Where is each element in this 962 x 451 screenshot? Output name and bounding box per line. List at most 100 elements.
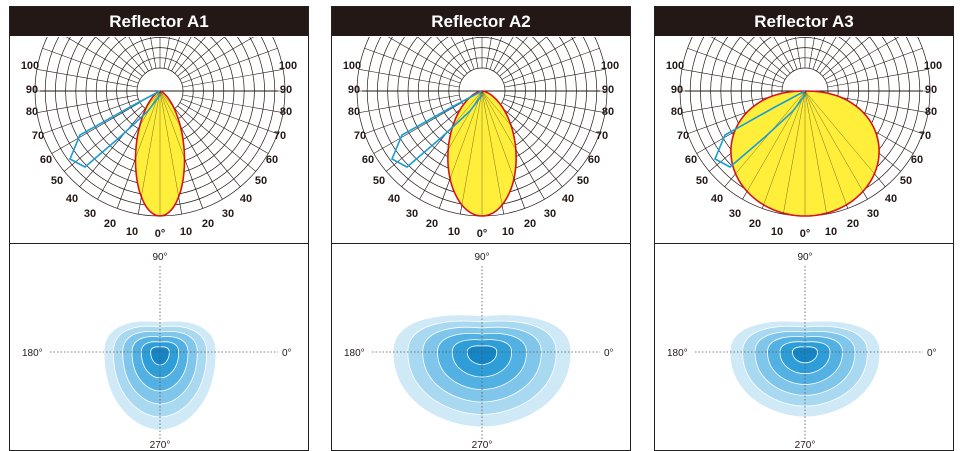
polar-spoke-overlay (159, 90, 241, 187)
polar-label-right: 100 (279, 60, 297, 72)
polar-spoke (387, 37, 463, 80)
luminance-curve (713, 90, 806, 168)
polar-spoke-overlay (481, 90, 504, 215)
polar-spoke (503, 47, 600, 84)
polar-diagram: 1009080706050403020101009080706050403020… (655, 36, 953, 243)
polar-grid (34, 37, 286, 217)
polar-label-left: 100 (21, 60, 39, 72)
polar-label-right: 30 (867, 208, 879, 220)
polar-spoke (501, 102, 591, 154)
isolux-label-right: 0° (927, 348, 937, 359)
polar-spoke-overlay (481, 90, 545, 200)
polar-label-zero: 0° (477, 228, 488, 240)
polar-spoke (827, 68, 929, 88)
polar-spoke-overlay (804, 90, 868, 200)
polar-label-left: 20 (104, 218, 116, 230)
polar-label-right: 10 (502, 226, 514, 238)
isolux-label-left: 180° (667, 348, 688, 359)
polar-label-right: 90 (280, 84, 292, 96)
polar-label-left: 40 (388, 193, 400, 205)
polar-spoke (417, 37, 465, 77)
polar-label-left: 20 (749, 218, 761, 230)
polar-diagram: 1009080706050403020101009080706050403020… (10, 36, 308, 243)
polar-label-right: 90 (602, 84, 614, 96)
polar-label-right: 50 (577, 175, 589, 187)
polar-spoke (182, 94, 284, 114)
polar-label-left: 70 (354, 130, 366, 142)
polar-label-left: 30 (729, 208, 741, 220)
polar-spoke (171, 37, 192, 72)
polar-spoke (36, 68, 138, 88)
panel-divider (10, 243, 308, 244)
panel-title: Reflector A1 (10, 7, 308, 36)
polar-label-left: 100 (666, 60, 684, 72)
polar-label-right: 70 (596, 130, 608, 142)
polar-label-right: 80 (280, 106, 292, 118)
polar-spoke (795, 37, 802, 69)
polar-spoke (95, 37, 143, 77)
polar-spoke (42, 98, 139, 135)
polar-label-right: 60 (266, 154, 278, 166)
isolux-label-bottom: 270° (150, 440, 171, 451)
polar-label-left: 40 (711, 193, 723, 205)
polar-spoke-overlay (804, 90, 827, 215)
polar-spoke (114, 37, 146, 74)
polar-spoke (167, 37, 180, 70)
polar-spoke (364, 47, 461, 84)
polar-spoke (358, 68, 460, 88)
polar-label-zero: 0° (155, 228, 166, 240)
polar-label-left: 30 (406, 208, 418, 220)
isolux-diagram: 90° 270° 180° 0° (22, 252, 292, 451)
polar-spoke-overlay (79, 90, 161, 187)
isolux-label-top: 90° (797, 252, 812, 263)
polar-label-left: 70 (32, 130, 44, 142)
isolux-label-right: 0° (282, 348, 292, 359)
polar-label-left: 50 (696, 175, 708, 187)
polar-label-left: 80 (348, 106, 360, 118)
polar-spoke (822, 37, 870, 77)
polar-spoke (503, 98, 600, 135)
polar-label-left: 100 (343, 60, 361, 72)
polar-spoke (386, 105, 465, 172)
polar-spoke (177, 105, 256, 172)
polar-spoke-overlay (159, 90, 203, 209)
isolux-label-top: 90° (152, 252, 167, 263)
polar-spoke-overlay (159, 90, 182, 215)
polar-diagram: 1009080706050403020101009080706050403020… (332, 36, 630, 243)
polar-label-left: 10 (771, 226, 783, 238)
polar-label-right: 70 (274, 130, 286, 142)
polar-spoke (824, 37, 900, 80)
polar-spoke (36, 94, 138, 114)
isolux-label-bottom: 270° (472, 440, 493, 451)
polar-spoke (816, 37, 837, 72)
polar-spoke-overlay (460, 90, 483, 215)
polar-spoke-overlay (401, 90, 483, 187)
polar-label-right: 70 (919, 130, 931, 142)
panel-divider (655, 243, 953, 244)
polar-spoke-overlay (804, 90, 886, 187)
polar-label-right: 30 (222, 208, 234, 220)
isolux-label-right: 0° (604, 348, 614, 359)
polar-spoke (819, 37, 851, 74)
polar-spoke (150, 37, 157, 69)
polar-spoke (499, 37, 547, 77)
polar-grid (679, 37, 931, 217)
polar-label-right: 40 (885, 193, 897, 205)
polar-spoke-overlay (138, 90, 161, 215)
polar-spoke (504, 94, 606, 114)
polar-label-left: 80 (671, 106, 683, 118)
polar-spoke-overlay (481, 90, 563, 187)
polar-label-right: 10 (825, 226, 837, 238)
polar-spoke-overlay (439, 90, 483, 209)
polar-label-left: 10 (448, 226, 460, 238)
polar-label-left: 10 (126, 226, 138, 238)
polar-spoke (740, 37, 788, 77)
polar-spoke (140, 37, 153, 70)
polar-label-left: 30 (84, 208, 96, 220)
polar-label-zero: 0° (800, 228, 811, 240)
polar-spoke (687, 47, 784, 84)
polar-spoke (181, 98, 278, 135)
polar-spoke-overlay (804, 90, 848, 209)
reflector-panel-a2: Reflector A2 100 90 80 70 60 50 40 30 20 10 100 90 8… (331, 6, 631, 451)
polar-spoke (710, 37, 786, 80)
